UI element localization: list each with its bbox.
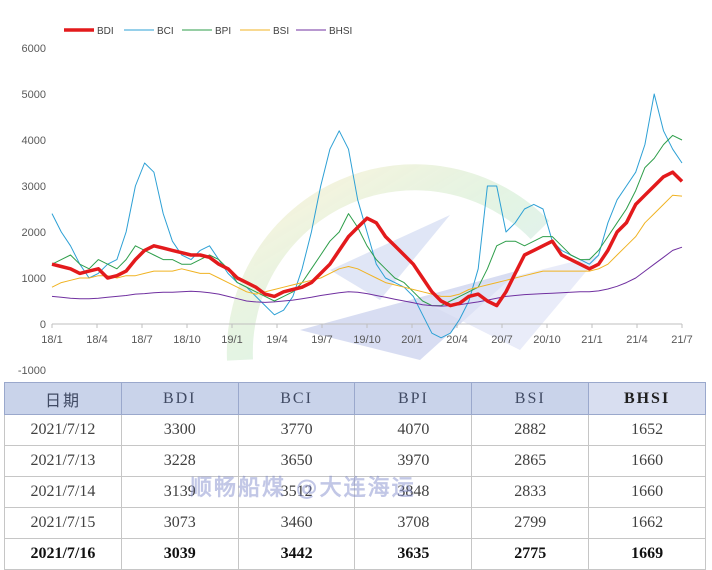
value-cell: 1652 bbox=[588, 414, 706, 446]
value-cell: 2865 bbox=[471, 445, 590, 477]
table-row: 2021/7/13 3228 3650 3970 2865 1660 bbox=[4, 445, 706, 477]
x-tick-label: 19/10 bbox=[353, 334, 381, 346]
value-cell: 3460 bbox=[237, 507, 356, 539]
table-row: 2021/7/16 3039 3442 3635 2775 1669 bbox=[4, 538, 706, 570]
value-cell: 3650 bbox=[237, 445, 356, 477]
series-line-bci bbox=[51, 93, 683, 339]
value-cell: 3228 bbox=[120, 445, 239, 477]
value-cell: 3770 bbox=[237, 414, 356, 446]
value-cell: 2799 bbox=[471, 507, 590, 539]
value-cell: 3300 bbox=[120, 414, 239, 446]
value-cell: 2775 bbox=[471, 538, 590, 570]
x-tick-label: 18/7 bbox=[131, 334, 152, 346]
column-header: BPI bbox=[354, 382, 473, 415]
x-tick-label: 19/1 bbox=[221, 334, 242, 346]
y-tick-label: 2000 bbox=[22, 227, 46, 239]
x-tick-label: 18/1 bbox=[41, 334, 62, 346]
date-cell: 2021/7/12 bbox=[4, 414, 122, 446]
series-line-bpi bbox=[51, 134, 683, 307]
value-cell: 3635 bbox=[354, 538, 473, 570]
date-cell: 2021/7/14 bbox=[4, 476, 122, 508]
value-cell: 3970 bbox=[354, 445, 473, 477]
y-tick-label: 0 bbox=[40, 319, 46, 331]
date-cell: 2021/7/16 bbox=[4, 538, 122, 570]
value-cell: 1660 bbox=[588, 445, 706, 477]
y-tick-label: 4000 bbox=[22, 135, 46, 147]
legend-label-bci: BCI bbox=[157, 26, 174, 37]
series-line-bsi bbox=[51, 194, 683, 297]
table-row: 2021/7/12 3300 3770 4070 2882 1652 bbox=[4, 414, 706, 446]
value-cell: 3848 bbox=[354, 476, 473, 508]
value-cell: 1660 bbox=[588, 476, 706, 508]
table-row: 2021/7/15 3073 3460 3708 2799 1662 bbox=[4, 507, 706, 539]
column-header: BDI bbox=[120, 382, 239, 415]
x-tick-label: 19/7 bbox=[311, 334, 332, 346]
value-cell: 4070 bbox=[354, 414, 473, 446]
line-chart: 6000 5000 4000 3000 2000 1000 0 -1000 18/1 18/4 18… bbox=[18, 26, 693, 377]
x-tick-label: 20/10 bbox=[533, 334, 561, 346]
x-tick-label: 20/7 bbox=[491, 334, 512, 346]
column-header: BSI bbox=[471, 382, 590, 415]
value-cell: 3708 bbox=[354, 507, 473, 539]
value-cell: 3442 bbox=[237, 538, 356, 570]
series-line-bdi bbox=[51, 170, 684, 308]
y-tick-label: -1000 bbox=[18, 365, 46, 377]
y-tick-label: 6000 bbox=[22, 43, 46, 55]
x-tick-label: 19/4 bbox=[266, 334, 287, 346]
series-line-bhsi bbox=[51, 246, 683, 307]
x-tick-label: 21/4 bbox=[626, 334, 647, 346]
table-row: 2021/7/14 3139 3512 3848 2833 1660 bbox=[4, 476, 706, 508]
legend-label-bpi: BPI bbox=[215, 26, 231, 37]
x-tick-label: 18/4 bbox=[86, 334, 107, 346]
value-cell: 3512 bbox=[237, 476, 356, 508]
legend-label-bdi: BDI bbox=[97, 26, 114, 37]
x-tick-label: 21/7 bbox=[671, 334, 692, 346]
value-cell: 3073 bbox=[120, 507, 239, 539]
value-cell: 1669 bbox=[588, 538, 706, 570]
column-header: 日期 bbox=[4, 382, 122, 415]
x-tick-label: 20/1 bbox=[401, 334, 422, 346]
y-tick-label: 5000 bbox=[22, 89, 46, 101]
x-tick-label: 20/4 bbox=[446, 334, 467, 346]
value-cell: 1662 bbox=[588, 507, 706, 539]
index-table: 日期 BDI BCI BPI BSI BHSI 2021/7/12 3300 3770 4070… bbox=[4, 382, 706, 570]
column-header: BHSI bbox=[588, 382, 706, 415]
value-cell: 2882 bbox=[471, 414, 590, 446]
value-cell: 3039 bbox=[120, 538, 239, 570]
x-tick-label: 18/10 bbox=[173, 334, 201, 346]
chart-canvas: 6000 5000 4000 3000 2000 1000 0 -1000 18/1 18/4 18… bbox=[18, 26, 693, 377]
logo-watermark bbox=[226, 164, 600, 361]
x-tick-label: 21/1 bbox=[581, 334, 602, 346]
table-header-row: 日期 BDI BCI BPI BSI BHSI bbox=[4, 382, 706, 415]
date-cell: 2021/7/15 bbox=[4, 507, 122, 539]
value-cell: 2833 bbox=[471, 476, 590, 508]
value-cell: 3139 bbox=[120, 476, 239, 508]
legend-label-bsi: BSI bbox=[273, 26, 289, 37]
y-tick-label: 1000 bbox=[22, 273, 46, 285]
y-tick-label: 3000 bbox=[22, 181, 46, 193]
date-cell: 2021/7/13 bbox=[4, 445, 122, 477]
legend-label-bhsi: BHSI bbox=[329, 26, 352, 37]
column-header: BCI bbox=[237, 382, 356, 415]
